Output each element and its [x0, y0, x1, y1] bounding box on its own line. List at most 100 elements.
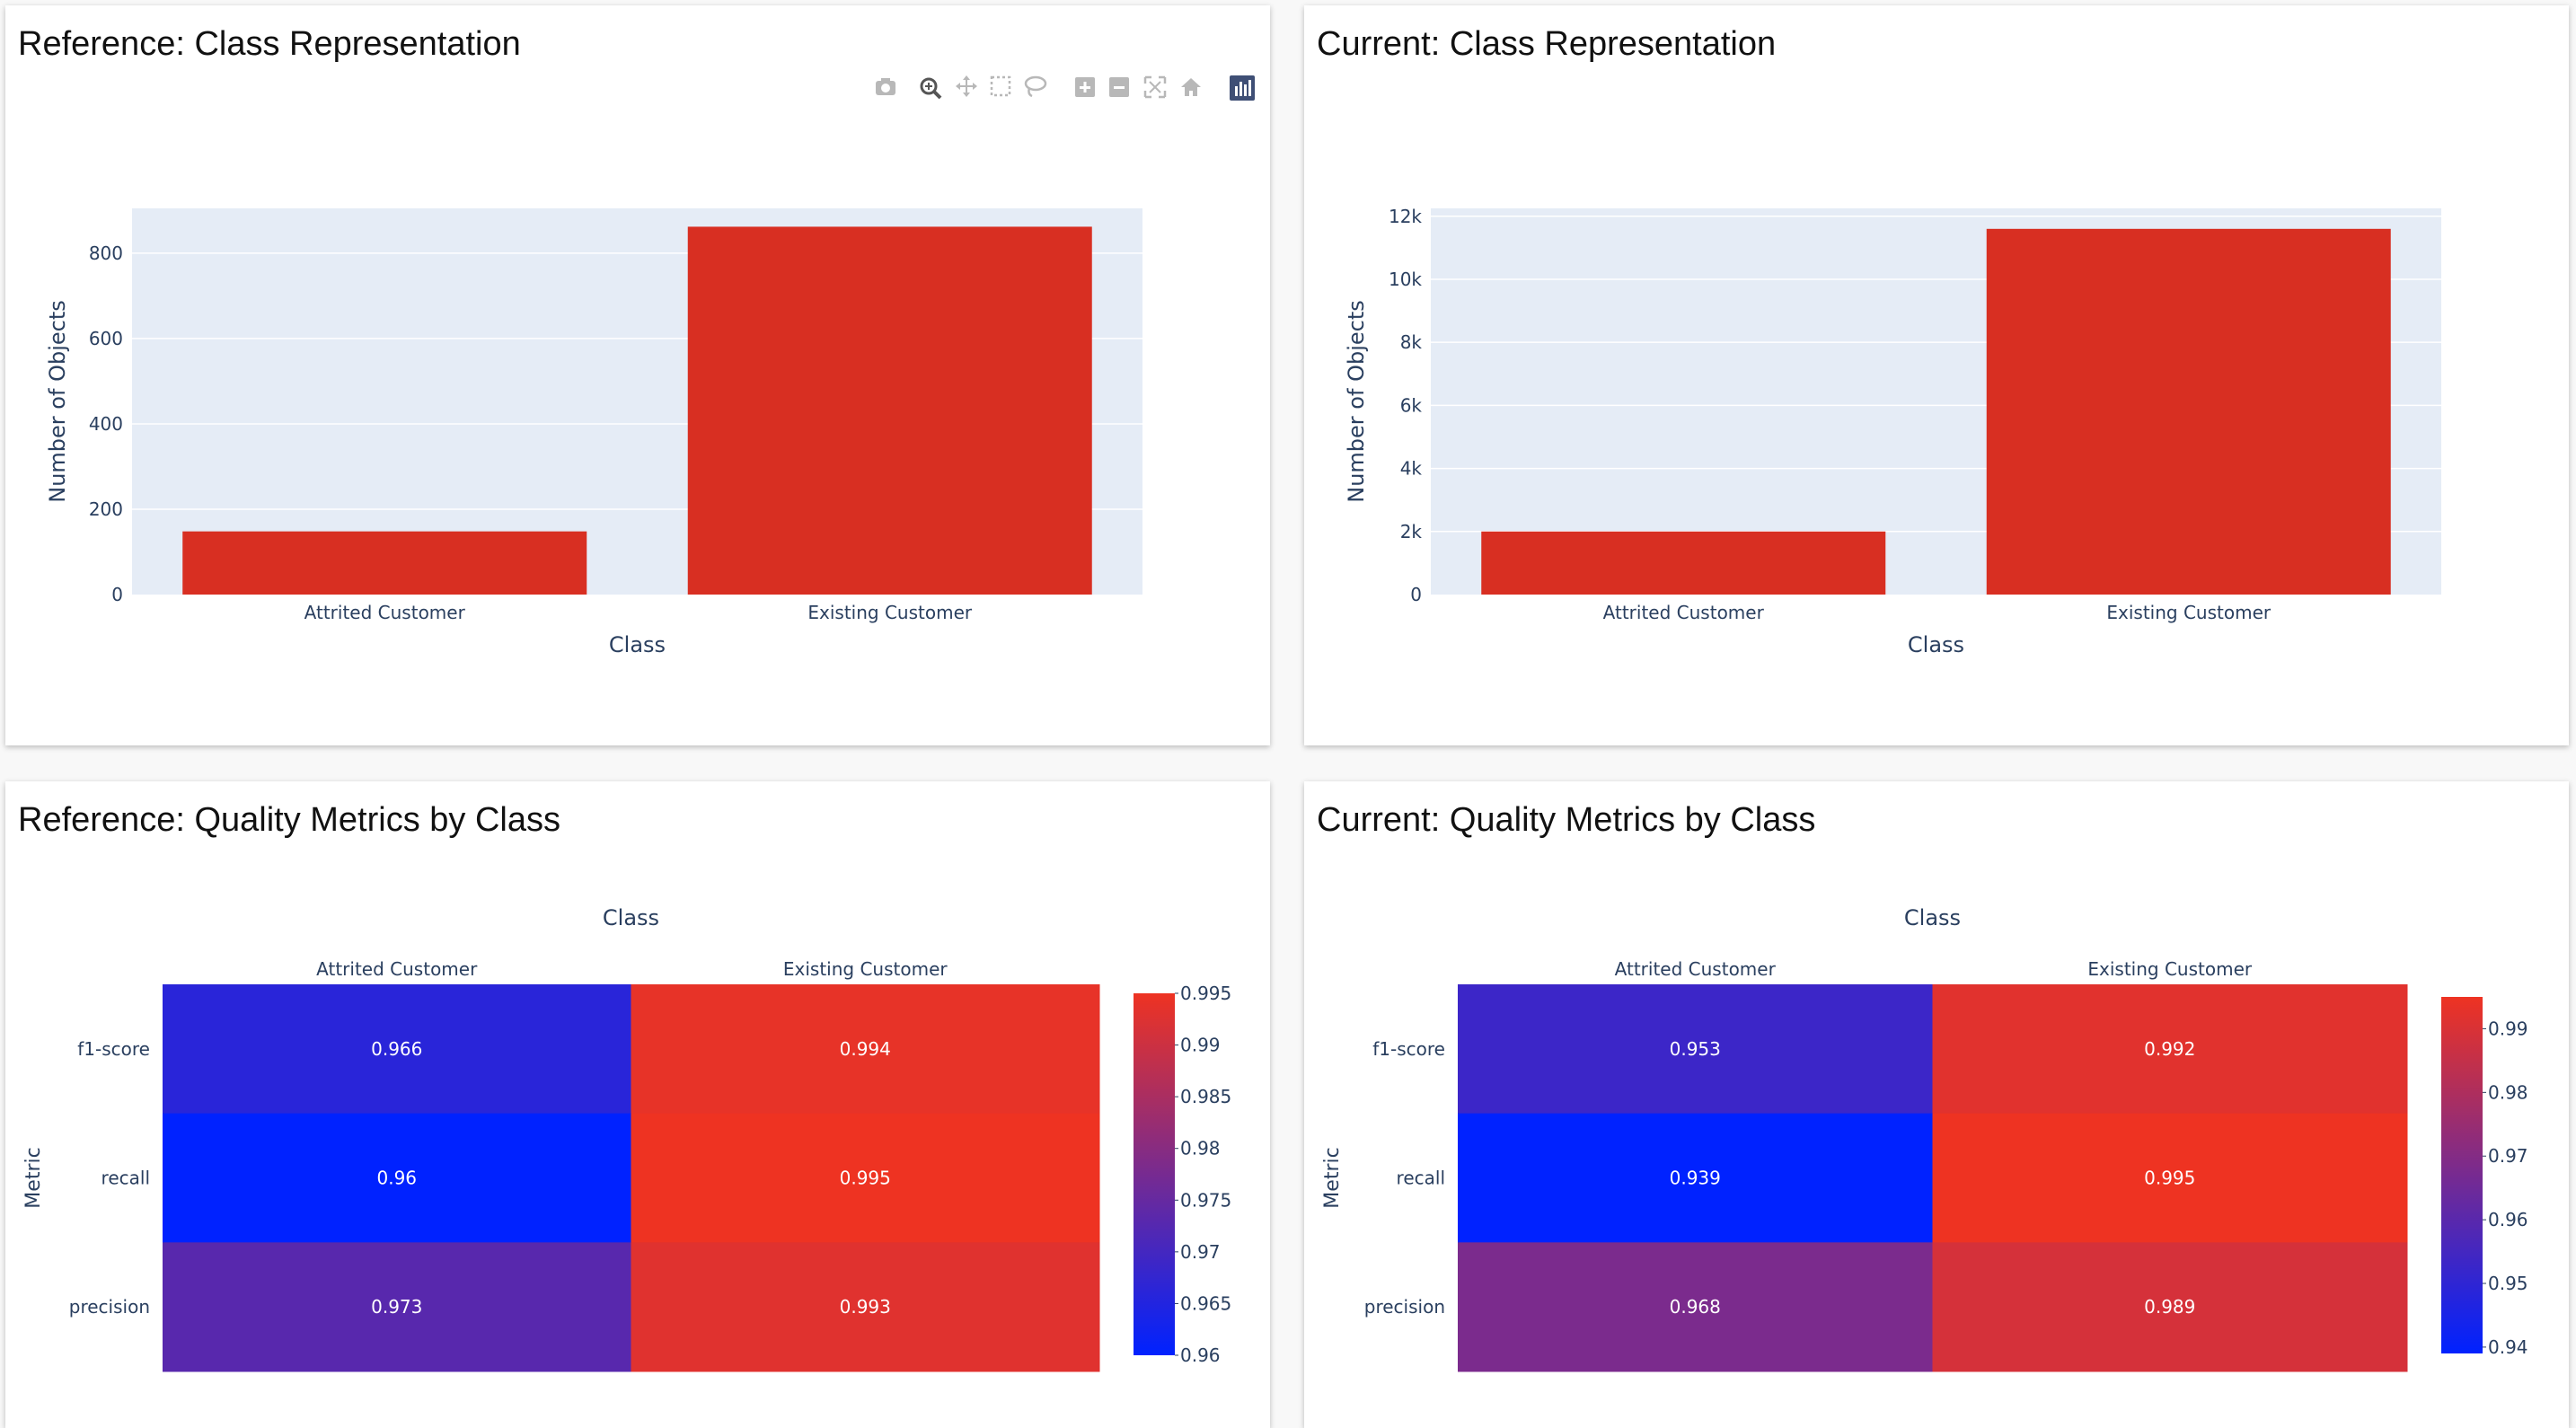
- cell-value: 0.939: [1670, 1168, 1721, 1189]
- bar-chart[interactable]: 0 2k 4k 6k 8k 10k 12k Attrited Customer Existing…: [1304, 5, 2569, 745]
- x-tick-label: Existing Customer: [807, 602, 973, 623]
- colorbar-tick-label: 0.97: [1180, 1241, 1221, 1263]
- heatmap-cell[interactable]: [163, 1242, 631, 1372]
- panel-title: Reference: Quality Metrics by Class: [18, 801, 560, 839]
- bar-attrited-customer[interactable]: [1481, 531, 1886, 595]
- y-tick-label: 0: [111, 584, 123, 605]
- colorbar-tick-label: 0.965: [1180, 1292, 1231, 1314]
- box-select-icon[interactable]: [987, 70, 1014, 106]
- heatmap-cell[interactable]: [163, 984, 631, 1115]
- heatmap-chart[interactable]: Class Attrited Customer Existing Customer f…: [1304, 781, 2569, 1428]
- row-label: f1-score: [77, 1038, 150, 1060]
- heatmap-cell[interactable]: [1458, 1113, 1933, 1243]
- colorbar-tick-label: 0.94: [2488, 1336, 2528, 1358]
- camera-icon[interactable]: [872, 70, 899, 106]
- colorbar-tick-label: 0.99: [1180, 1035, 1221, 1056]
- colorbar-tick-label: 0.98: [1180, 1138, 1221, 1159]
- x-tick-label: Attrited Customer: [1603, 602, 1765, 623]
- colorbar-tick-label: 0.96: [2488, 1209, 2528, 1230]
- heatmap-cell[interactable]: [1932, 984, 2408, 1115]
- y-tick-label: 10k: [1389, 269, 1422, 290]
- column-label: Existing Customer: [783, 958, 948, 980]
- pan-icon[interactable]: [953, 70, 980, 106]
- y-tick-label: 2k: [1400, 521, 1423, 542]
- zoom-in-icon[interactable]: [1072, 70, 1098, 106]
- y-tick-label: 800: [89, 242, 123, 264]
- heatmap-cell[interactable]: [631, 1113, 1100, 1243]
- y-tick-label: 8k: [1400, 331, 1423, 353]
- column-label: Existing Customer: [2087, 958, 2253, 980]
- y-tick-label: 400: [89, 413, 123, 435]
- lasso-icon[interactable]: [1021, 70, 1048, 106]
- x-tick-label: Existing Customer: [2106, 602, 2272, 623]
- y-tick-label: 4k: [1400, 458, 1423, 480]
- y-tick-label: 0: [1410, 584, 1422, 605]
- heatmap-cell[interactable]: [631, 984, 1100, 1115]
- bar-chart[interactable]: 0 200 400 600 800 Attrited Customer Existing C…: [5, 5, 1270, 745]
- y-axis-label: Number of Objects: [1344, 300, 1369, 502]
- heatmap-chart[interactable]: Class Attrited Customer Existing Customer f…: [5, 781, 1270, 1428]
- cell-value: 0.994: [840, 1038, 891, 1060]
- heatmap-cell[interactable]: [163, 1113, 631, 1243]
- colorbar-tick-label: 0.96: [1180, 1344, 1221, 1366]
- heatmap-cell[interactable]: [1932, 1242, 2408, 1372]
- current-class-representation-panel: Current: Class Representation 0 2k 4k 6k 8k 1…: [1304, 5, 2569, 745]
- x-axis-label: Class: [609, 632, 666, 657]
- cell-value: 0.995: [2144, 1168, 2195, 1189]
- heatmap-cell[interactable]: [1932, 1113, 2408, 1243]
- y-tick-label: 200: [89, 498, 123, 520]
- x-tick-label: Attrited Customer: [304, 602, 466, 623]
- cell-value: 0.953: [1670, 1038, 1721, 1060]
- colorbar-tick-label: 0.95: [2488, 1273, 2528, 1294]
- panel-title: Reference: Class Representation: [18, 25, 521, 63]
- zoom-out-icon[interactable]: [1106, 70, 1133, 106]
- cell-value: 0.966: [371, 1038, 422, 1060]
- reference-quality-metrics-panel: Reference: Quality Metrics by Class Clas…: [5, 781, 1270, 1428]
- row-label: precision: [1364, 1296, 1445, 1318]
- heatmap-cell[interactable]: [631, 1242, 1100, 1372]
- x-axis-label: Class: [1908, 632, 1964, 657]
- cell-value: 0.995: [840, 1168, 891, 1189]
- y-axis-title: Metric: [22, 1147, 45, 1208]
- bar-attrited-customer[interactable]: [182, 531, 587, 595]
- row-label: recall: [101, 1168, 150, 1189]
- x-axis-title: Class: [1904, 905, 1961, 930]
- y-tick-label: 6k: [1400, 394, 1423, 416]
- colorbar: [2441, 997, 2483, 1353]
- zoom-icon[interactable]: [917, 70, 944, 106]
- colorbar-tick-label: 0.995: [1180, 983, 1231, 1004]
- y-axis-label: Number of Objects: [45, 300, 70, 502]
- cell-value: 0.968: [1670, 1296, 1721, 1318]
- autoscale-icon[interactable]: [1142, 70, 1169, 106]
- colorbar-tick-label: 0.975: [1180, 1189, 1231, 1211]
- bar-existing-customer[interactable]: [687, 226, 1092, 595]
- panel-title: Current: Quality Metrics by Class: [1317, 801, 1816, 839]
- row-label: precision: [69, 1296, 150, 1318]
- colorbar-tick-label: 0.97: [2488, 1145, 2528, 1167]
- plotly-logo-icon[interactable]: [1228, 70, 1255, 106]
- row-label: recall: [1397, 1168, 1445, 1189]
- cell-value: 0.993: [840, 1296, 891, 1318]
- cell-value: 0.992: [2144, 1038, 2195, 1060]
- colorbar-tick-label: 0.985: [1180, 1086, 1231, 1107]
- panel-title: Current: Class Representation: [1317, 25, 1777, 63]
- home-icon[interactable]: [1178, 70, 1204, 106]
- cell-value: 0.96: [376, 1168, 417, 1189]
- heatmap-cell[interactable]: [1458, 984, 1933, 1115]
- y-axis-title: Metric: [1321, 1147, 1344, 1208]
- cell-value: 0.973: [371, 1296, 422, 1318]
- colorbar-tick-label: 0.98: [2488, 1081, 2528, 1103]
- colorbar-tick-label: 0.99: [2488, 1018, 2528, 1039]
- reference-class-representation-panel: Reference: Class Representation 0 200 400 6…: [5, 5, 1270, 745]
- column-label: Attrited Customer: [316, 958, 478, 980]
- colorbar: [1134, 993, 1175, 1355]
- bar-existing-customer[interactable]: [1986, 228, 2391, 595]
- heatmap-cell[interactable]: [1458, 1242, 1933, 1372]
- y-tick-label: 12k: [1389, 206, 1422, 227]
- column-label: Attrited Customer: [1615, 958, 1777, 980]
- x-axis-title: Class: [603, 905, 659, 930]
- y-tick-label: 600: [89, 328, 123, 349]
- current-quality-metrics-panel: Current: Quality Metrics by Class Class A…: [1304, 781, 2569, 1428]
- row-label: f1-score: [1372, 1038, 1445, 1060]
- cell-value: 0.989: [2144, 1296, 2195, 1318]
